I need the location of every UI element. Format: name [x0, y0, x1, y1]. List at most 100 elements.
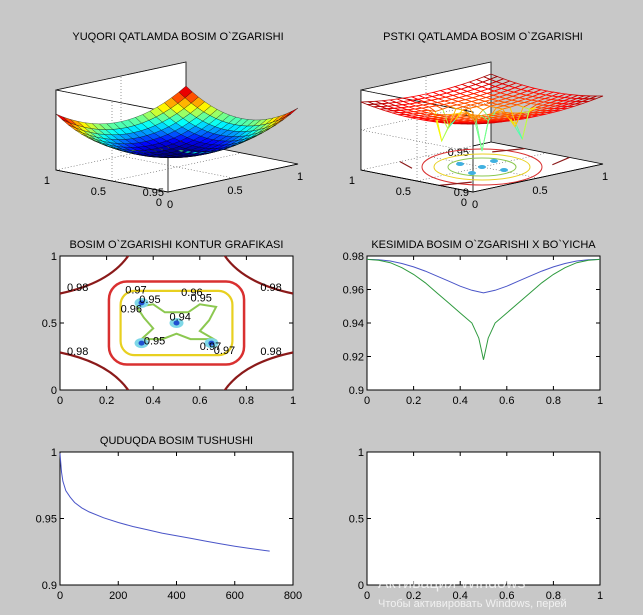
contour-label: 0.96 [181, 287, 202, 299]
x-tick-label: 0.4 [453, 590, 468, 602]
grid-line [360, 89, 474, 113]
floor-contour [447, 157, 517, 177]
contour-label: 0.98 [67, 346, 88, 358]
x-tick-label: 0.5 [532, 185, 547, 197]
grid-line [55, 61, 187, 91]
grid-line [360, 141, 492, 171]
x-tick-label: 0.6 [499, 395, 514, 407]
y-tick-label: 0 [358, 580, 364, 592]
contour-label: 0.98 [260, 346, 281, 358]
y-tick-label: 0.5 [349, 514, 364, 526]
contour-level-096 [119, 289, 234, 357]
contour-label: 0.95 [190, 293, 211, 305]
contour-level-097 [107, 280, 246, 366]
contour-label: 0.95 [144, 335, 165, 347]
contour-label: 0.94 [170, 311, 191, 323]
surface-mesh [55, 85, 299, 158]
contour-corner-bl [60, 351, 130, 390]
y-tick-label: 1 [51, 447, 57, 459]
contour-label: 0.96 [121, 303, 142, 315]
chart-title: PSTKI QATLAMDA BOSIM O`ZGARISHI [383, 31, 583, 43]
well-core [138, 340, 145, 346]
z-tick-label: 0.9 [454, 187, 469, 199]
grid-line [360, 101, 492, 131]
plot-area [366, 255, 601, 391]
y-tick-label: 0.96 [343, 285, 364, 297]
chart-title: KESIMIDA BOSIM O`ZGARISHI X BO`YICHA [371, 239, 596, 251]
y-tick-label: 0.9 [349, 385, 364, 397]
x-tick-label: 1 [597, 590, 603, 602]
grid-line [360, 61, 492, 91]
x-tick-label: 1 [597, 395, 603, 407]
x-tick-label: 0.2 [99, 395, 114, 407]
series-line-1 [366, 258, 601, 294]
x-tick-label: 0.4 [146, 395, 161, 407]
x-tick-label: 0.6 [499, 590, 514, 602]
windows-watermark: Активация Windows Чтобы активировать Wind… [378, 575, 567, 610]
y-tick-label: 0 [51, 385, 57, 397]
x-tick-label: 0.8 [546, 590, 561, 602]
y-tick-label: 0.9 [42, 580, 57, 592]
grid-line [55, 141, 187, 171]
contour-label: 0.95 [139, 294, 160, 306]
chart-title: YUQORI QATLAMDA BOSIM O`ZGARISHI [72, 31, 283, 43]
contour-level-095 [135, 303, 218, 341]
y-tick-label: 1 [349, 175, 355, 187]
x-tick-label: 0.8 [546, 395, 561, 407]
axis-edge [55, 169, 169, 193]
x-tick-label: 1 [602, 171, 608, 183]
contour-label: 0.97 [200, 341, 221, 353]
x-tick-label: 1 [290, 395, 296, 407]
axis-edge [360, 169, 474, 193]
y-tick-label: 0.5 [42, 318, 57, 330]
well-core [138, 300, 145, 306]
x-tick-label: 600 [226, 590, 244, 602]
series-line-2 [366, 258, 601, 360]
x-tick-label: 0 [167, 199, 173, 211]
grid-line [111, 152, 243, 182]
watermark-line-1: Активация Windows [378, 575, 525, 592]
series-line-1 [59, 453, 270, 552]
grid-line [360, 129, 474, 153]
well-core [173, 320, 180, 326]
x-tick-label: 0.5 [227, 185, 242, 197]
chart-surface_top: YUQORI QATLAMDA BOSIM O`ZGARISHI10.9500.… [44, 31, 303, 211]
grid-line [55, 89, 169, 113]
floor-well [478, 165, 486, 169]
contour-label: 0.98 [260, 282, 281, 294]
x-tick-label: 0.4 [453, 395, 468, 407]
surface-cell [278, 111, 292, 121]
surface-mesh [360, 73, 604, 152]
chart-title: QUDUQDA BOSIM TUSHUSHI [100, 435, 253, 447]
watermark-line-2: Чтобы активировать Windows, перей [378, 598, 567, 610]
y-tick-label: 1 [51, 251, 57, 263]
contour-label: 0.97 [214, 345, 235, 357]
x-tick-label: 0 [364, 590, 370, 602]
chart-contour: BOSIM O`ZGARISHI KONTUR GRAFIKASI 0 0.2 0.4… [42, 239, 296, 407]
surface-cell [360, 101, 375, 105]
surface-cell [495, 78, 511, 85]
x-tick-label: 0 [364, 395, 370, 407]
chart-cross_section: KESIMIDA BOSIM O`ZGARISHI X BO`YICHA 0 0.2… [343, 239, 603, 407]
contour-corner-tl [60, 256, 130, 295]
chart-surface_bottom: PSTKI QATLAMDA BOSIM O`ZGARISHI10.950.90… [349, 31, 608, 211]
floor-well [468, 171, 476, 175]
chart-title: BOSIM O`ZGARISHI KONTUR GRAFIKASI [70, 239, 284, 251]
y-tick-label: 1 [358, 447, 364, 459]
y-tick-label: 0.5 [396, 186, 411, 198]
floor-contour [439, 181, 472, 186]
axis-edge [472, 163, 604, 193]
plot-area [366, 451, 601, 586]
x-tick-label: 0.6 [192, 395, 207, 407]
floor-contour [433, 153, 531, 181]
plot-area [59, 451, 294, 586]
well-core [208, 340, 215, 346]
x-tick-label: 0.2 [406, 590, 421, 602]
y-tick-label: 0.94 [343, 318, 364, 330]
y-tick-label: 0.5 [91, 186, 106, 198]
floor-well [500, 168, 508, 172]
chart-empty_axes: 0 0.2 0.4 0.6 0.8 1 1 0.5 0 [349, 447, 603, 602]
x-tick-label: 400 [167, 590, 185, 602]
y-tick-label: 0 [461, 197, 467, 209]
